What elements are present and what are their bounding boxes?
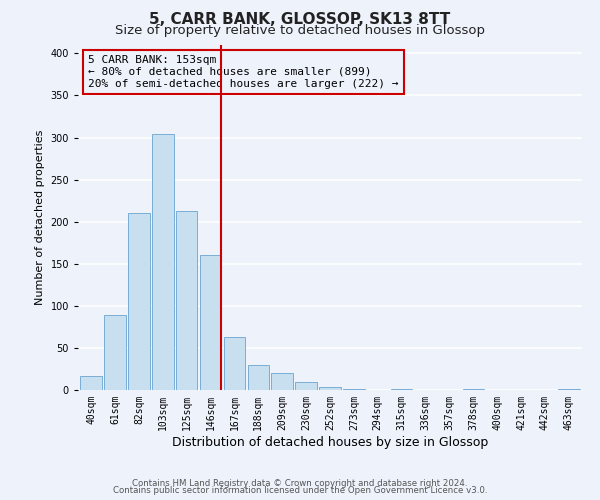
Bar — [463, 389, 484, 390]
Bar — [104, 315, 126, 390]
Bar — [391, 389, 412, 390]
X-axis label: Distribution of detached houses by size in Glossop: Distribution of detached houses by size … — [172, 436, 488, 448]
Bar — [152, 134, 173, 390]
Bar — [248, 365, 269, 390]
Bar — [224, 337, 245, 390]
Text: Size of property relative to detached houses in Glossop: Size of property relative to detached ho… — [115, 24, 485, 37]
Bar — [80, 376, 102, 390]
Text: 5, CARR BANK, GLOSSOP, SK13 8TT: 5, CARR BANK, GLOSSOP, SK13 8TT — [149, 12, 451, 28]
Bar — [295, 382, 317, 390]
Bar — [176, 211, 197, 390]
Text: 5 CARR BANK: 153sqm
← 80% of detached houses are smaller (899)
20% of semi-detac: 5 CARR BANK: 153sqm ← 80% of detached ho… — [88, 56, 398, 88]
Bar — [558, 389, 580, 390]
Text: Contains HM Land Registry data © Crown copyright and database right 2024.: Contains HM Land Registry data © Crown c… — [132, 478, 468, 488]
Text: Contains public sector information licensed under the Open Government Licence v3: Contains public sector information licen… — [113, 486, 487, 495]
Bar — [200, 256, 221, 390]
Bar — [128, 214, 149, 390]
Bar — [319, 386, 341, 390]
Bar — [271, 373, 293, 390]
Bar — [343, 389, 365, 390]
Y-axis label: Number of detached properties: Number of detached properties — [35, 130, 45, 305]
